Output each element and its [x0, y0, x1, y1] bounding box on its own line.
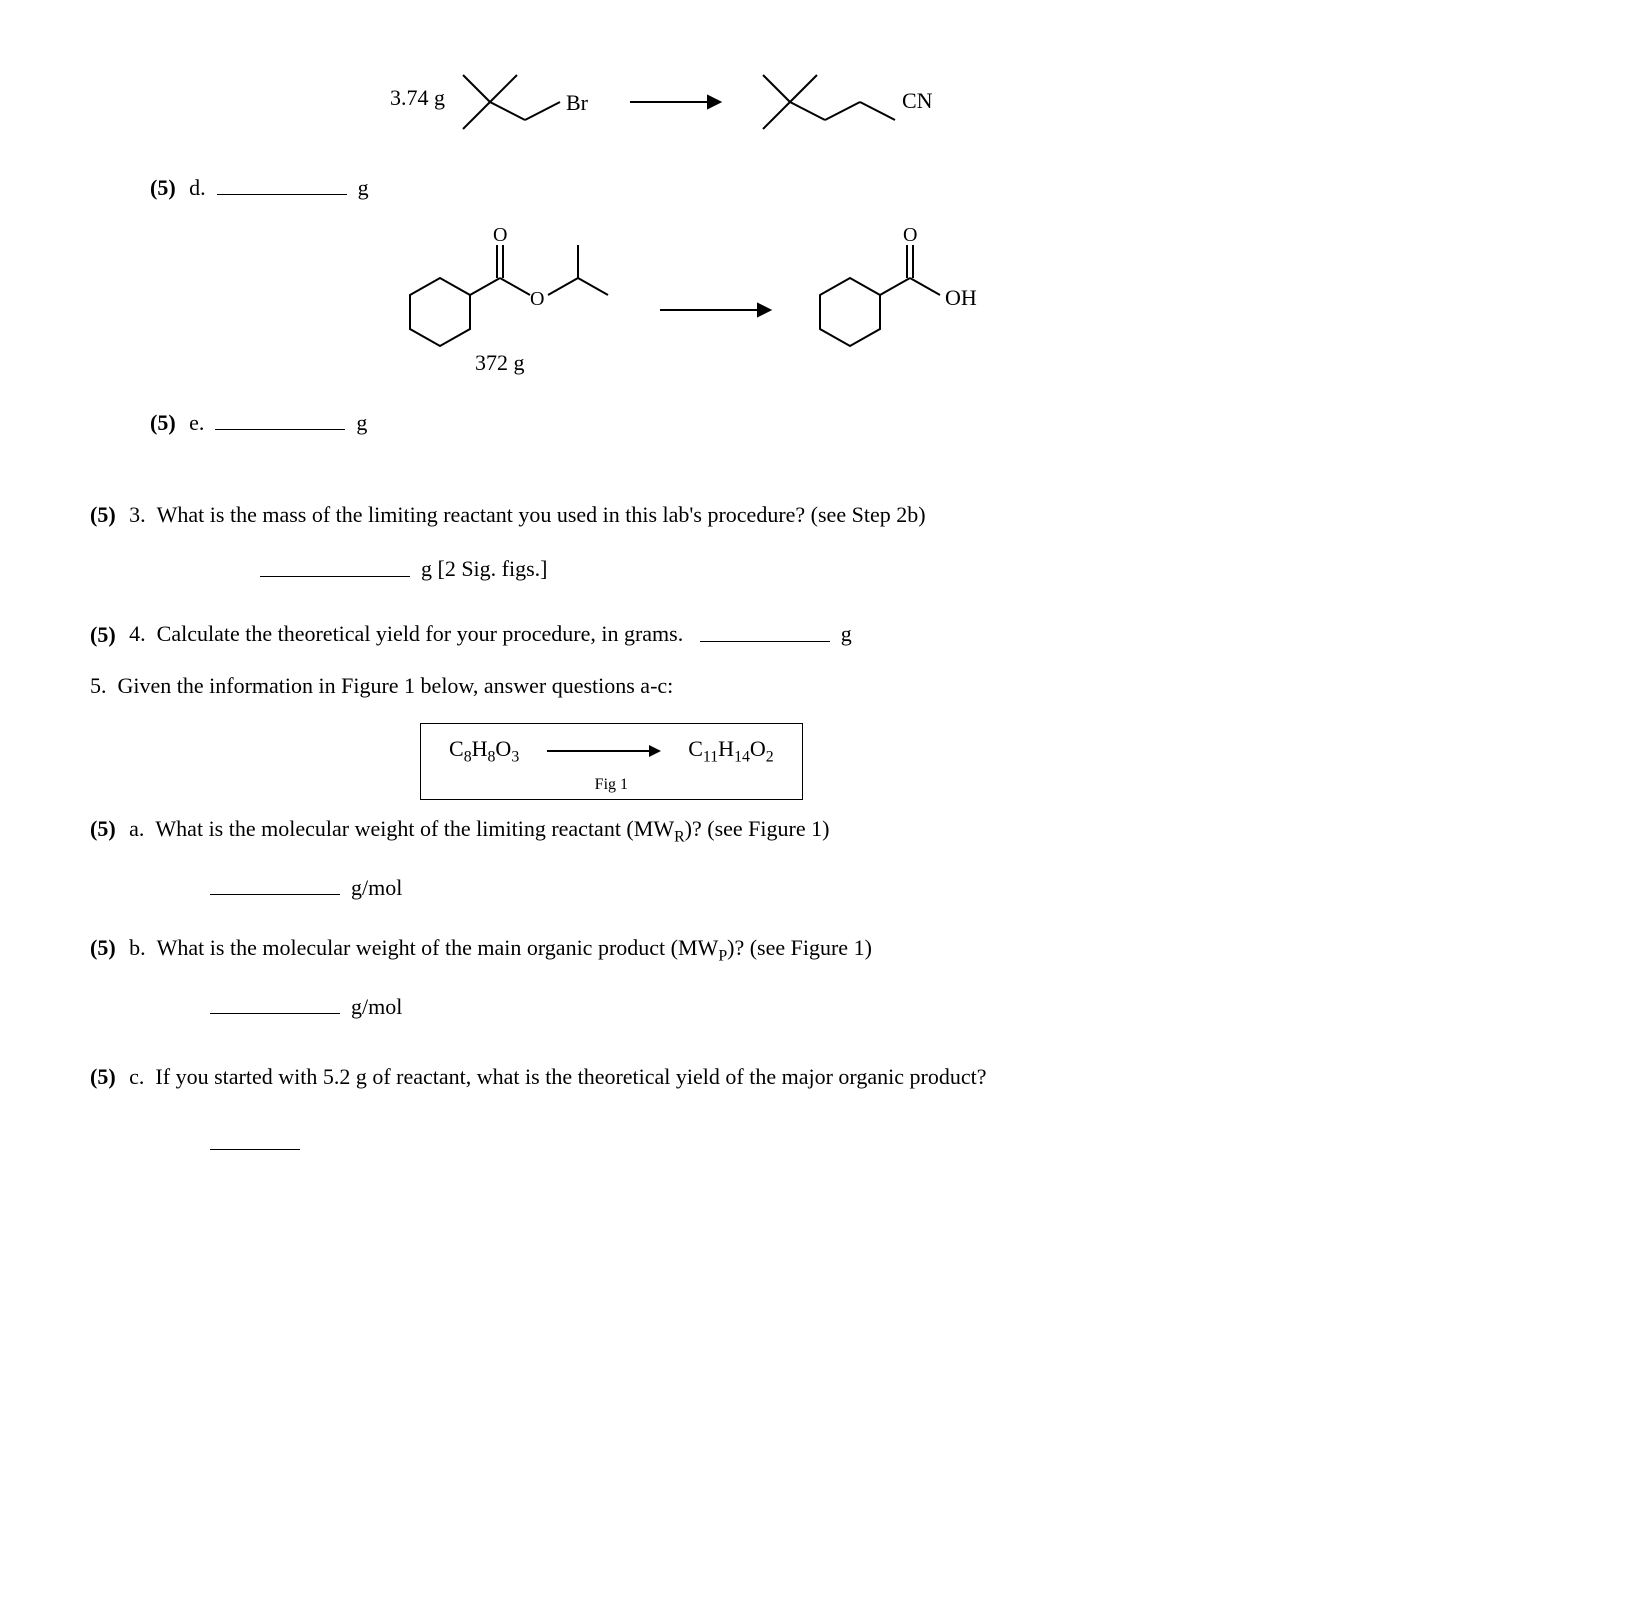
question-d: (5) d. g	[150, 170, 1556, 203]
question-4: (5) 4. Calculate the theoretical yield f…	[90, 616, 1556, 649]
item-label: e.	[189, 410, 204, 435]
unit-label: g	[358, 175, 369, 200]
unit-label: g	[841, 622, 852, 647]
answer-blank[interactable]	[700, 616, 830, 641]
fig1-product: C11H14O2	[688, 736, 773, 761]
points-label: (5)	[150, 175, 176, 200]
answer-blank[interactable]	[260, 551, 410, 576]
points-label: (5)	[90, 1064, 116, 1089]
points-label: (5)	[90, 502, 116, 527]
question-tail: )? (see Figure 1)	[685, 816, 830, 841]
question-text: Given the information in Figure 1 below,…	[118, 673, 674, 698]
figure-1: C8H8O3 C11H14O2 Fig 1	[90, 723, 1556, 800]
item-label: c.	[129, 1064, 144, 1089]
br-label: Br	[566, 90, 589, 115]
question-number: 5.	[90, 673, 107, 698]
unit-label: g [2 Sig. figs.]	[421, 557, 548, 582]
question-5b: (5) b. What is the molecular weight of t…	[90, 933, 1556, 967]
question-tail: )? (see Figure 1)	[727, 935, 872, 960]
product-structure	[763, 75, 895, 129]
svg-text:O: O	[530, 288, 544, 310]
question-text: What is the molecular weight of the limi…	[155, 816, 674, 841]
reaction-arrow	[660, 304, 770, 316]
product-ring: O	[820, 225, 940, 346]
answer-blank[interactable]	[215, 405, 345, 430]
question-text: What is the mass of the limiting reactan…	[157, 502, 926, 527]
unit-label: g	[356, 410, 367, 435]
question-3: (5) 3. What is the mass of the limiting …	[90, 500, 1556, 530]
oh-label: OH	[945, 285, 977, 310]
item-label: d.	[189, 175, 206, 200]
question-text: If you started with 5.2 g of reactant, w…	[155, 1064, 986, 1089]
question-5c-answer	[210, 1125, 1556, 1158]
svg-text:O: O	[903, 225, 917, 246]
reactant-ring: O O	[410, 225, 608, 346]
mass-label: 3.74 g	[390, 85, 445, 110]
question-5b-answer: g/mol	[210, 989, 1556, 1022]
reaction-scheme-mid: O O 372 g O OH	[90, 225, 1556, 395]
figure-caption: Fig 1	[449, 774, 774, 796]
fig1-reactant: C8H8O3	[449, 736, 525, 761]
reactant-structure	[463, 75, 560, 129]
mass-label: 372 g	[475, 350, 525, 375]
reaction-scheme-top: 3.74 g Br CN	[90, 60, 1556, 160]
reaction-arrow	[630, 96, 720, 108]
item-label: a.	[129, 816, 144, 841]
points-label: (5)	[150, 410, 176, 435]
question-5a-answer: g/mol	[210, 870, 1556, 903]
question-5c: (5) c. If you started with 5.2 g of reac…	[90, 1062, 1556, 1092]
question-text: What is the molecular weight of the main…	[157, 935, 719, 960]
points-label: (5)	[90, 935, 116, 960]
answer-blank[interactable]	[217, 170, 347, 195]
question-text: Calculate the theoretical yield for your…	[157, 622, 684, 647]
points-label: (5)	[90, 622, 116, 647]
cn-label: CN	[902, 88, 933, 113]
unit-label: g/mol	[351, 875, 402, 900]
question-e: (5) e. g	[150, 405, 1556, 438]
answer-blank[interactable]	[210, 989, 340, 1014]
question-5: 5. Given the information in Figure 1 bel…	[90, 671, 1556, 701]
question-number: 3.	[129, 502, 146, 527]
answer-blank[interactable]	[210, 1125, 300, 1150]
question-5a: (5) a. What is the molecular weight of t…	[90, 814, 1556, 848]
points-label: (5)	[90, 816, 116, 841]
unit-label: g/mol	[351, 994, 402, 1019]
item-label: b.	[129, 935, 146, 960]
question-number: 4.	[129, 622, 146, 647]
svg-text:O: O	[493, 225, 507, 246]
answer-blank[interactable]	[210, 870, 340, 895]
question-3-answer: g [2 Sig. figs.]	[260, 551, 1556, 584]
